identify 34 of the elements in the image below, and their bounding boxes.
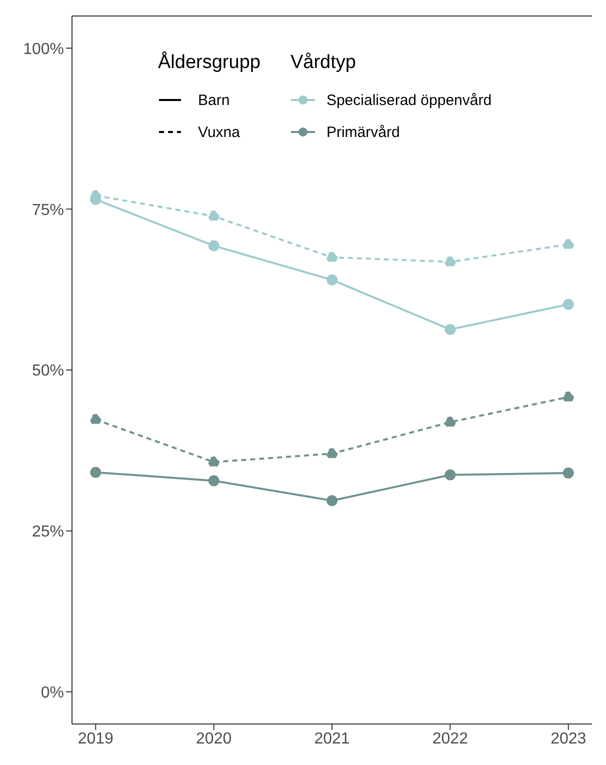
x-tick-label: 2020 (196, 730, 232, 748)
x-tick-label: 2023 (550, 730, 586, 748)
annotation: Barn (198, 92, 230, 108)
y-tick-label: 75% (32, 202, 64, 219)
annotation: Vuxna (198, 124, 240, 140)
point (444, 416, 456, 428)
point (562, 238, 574, 250)
point (326, 448, 338, 460)
point (326, 274, 338, 286)
point (208, 475, 220, 486)
y-tick-label: 100% (23, 40, 64, 58)
y-tick-label: 50% (32, 362, 64, 380)
y-tick-label: 25% (32, 524, 64, 541)
point (208, 210, 220, 222)
point (444, 256, 456, 268)
point (444, 324, 456, 335)
legend-label: Primärvård (326, 124, 400, 140)
x-tick-label: 2021 (314, 730, 350, 748)
x-tick-label: 2019 (78, 730, 114, 748)
y-tick-label: 0% (40, 684, 64, 702)
x-tick-label: 2022 (432, 730, 468, 748)
point (326, 252, 338, 263)
annotation: Åldersgrupp (158, 52, 260, 74)
point (562, 467, 574, 478)
legend-label: Specialiserad öppenvård (326, 92, 492, 108)
point (326, 495, 338, 506)
point (562, 298, 574, 310)
point (444, 469, 456, 480)
point (90, 466, 102, 478)
point (562, 392, 574, 403)
point (208, 456, 220, 468)
point (90, 414, 102, 426)
point (208, 240, 220, 252)
legend-title: Vårdtyp (290, 52, 357, 74)
